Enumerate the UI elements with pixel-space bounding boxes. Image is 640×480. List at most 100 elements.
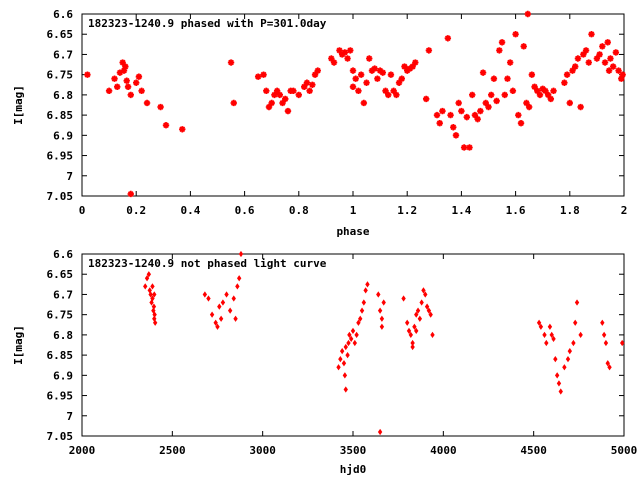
y-tick-label: 6.95: [47, 390, 74, 403]
data-point: [398, 75, 405, 82]
data-point: [447, 111, 454, 119]
data-point: [366, 55, 373, 62]
data-point: [401, 63, 408, 70]
data-point: [599, 43, 606, 50]
data-point: [377, 307, 383, 314]
data-point: [360, 99, 368, 107]
data-point: [477, 107, 484, 115]
data-point: [111, 75, 118, 82]
x-tick-label: 0.6: [235, 204, 255, 217]
data-point: [345, 351, 350, 359]
data-point: [618, 75, 625, 82]
data-point: [482, 99, 489, 107]
data-point: [525, 103, 533, 111]
data-point: [593, 55, 601, 62]
data-point: [218, 315, 224, 322]
y-tick-label: 6.65: [47, 28, 74, 41]
data-point: [150, 283, 155, 290]
data-point: [116, 69, 124, 76]
data-point: [410, 343, 415, 351]
y-tick-label: 6.8: [53, 89, 73, 102]
data-point: [260, 71, 267, 78]
y-tick-label: 6.8: [53, 329, 73, 342]
data-point: [547, 95, 555, 103]
y-axis-label: I[mag]: [12, 325, 25, 365]
data-point: [119, 59, 126, 66]
x-tick-label: 5000: [611, 444, 638, 457]
data-point: [339, 347, 345, 355]
data-point: [401, 295, 406, 302]
data-point: [336, 364, 341, 371]
data-point: [343, 386, 348, 393]
data-point: [120, 67, 128, 74]
data-point: [342, 372, 348, 379]
data-point: [330, 59, 338, 66]
data-point: [450, 124, 457, 131]
data-point: [215, 323, 220, 330]
x-tick-label: 0.2: [126, 204, 146, 217]
data-point: [157, 103, 164, 111]
x-tick-label: 3500: [340, 444, 367, 457]
data-point: [376, 67, 384, 74]
data-point: [501, 91, 508, 99]
data-point: [558, 388, 563, 395]
data-point: [343, 343, 348, 351]
data-point: [290, 87, 297, 95]
data-point: [123, 77, 130, 84]
data-point: [265, 103, 273, 111]
data-point: [565, 356, 571, 363]
y-axis-label: I[mag]: [12, 85, 25, 125]
data-point: [341, 360, 347, 367]
data-point: [605, 360, 610, 367]
x-tick-label: 1.8: [560, 204, 580, 217]
y-tick-label: 6.7: [53, 288, 73, 301]
data-point: [363, 287, 368, 294]
data-point: [619, 71, 626, 78]
plot-frame: [81, 253, 625, 437]
data-point: [150, 295, 155, 302]
data-point: [135, 73, 143, 80]
data-point: [421, 287, 426, 294]
plot-title: 182323-1240.9 phased with P=301.0day: [88, 17, 327, 30]
data-point: [488, 91, 495, 99]
data-point: [395, 79, 403, 86]
data-point: [179, 126, 186, 133]
data-point: [356, 319, 361, 326]
y-tick-label: 6.85: [47, 349, 74, 362]
x-tick-label: 1.2: [397, 204, 417, 217]
data-point: [471, 111, 479, 119]
data-point: [556, 380, 562, 387]
data-point: [341, 49, 349, 56]
data-point: [151, 307, 156, 314]
data-point: [385, 91, 392, 99]
data-point: [506, 59, 514, 66]
data-point: [539, 85, 546, 93]
data-point: [314, 67, 321, 74]
data-point: [301, 83, 308, 90]
data-point: [355, 87, 362, 95]
data-point: [235, 283, 240, 290]
data-point: [572, 63, 579, 70]
data-point: [567, 347, 572, 355]
data-point: [588, 31, 595, 38]
x-tick-label: 3000: [249, 444, 276, 457]
data-point: [408, 331, 413, 339]
data-point: [352, 75, 359, 82]
data-point: [409, 63, 416, 70]
data-point: [273, 87, 281, 95]
data-point: [122, 63, 129, 70]
data-point: [271, 91, 278, 99]
data-point: [328, 55, 335, 62]
x-tick-label: 0.8: [289, 204, 309, 217]
data-point: [615, 67, 622, 74]
data-point: [493, 97, 500, 105]
data-point: [344, 55, 351, 62]
data-point: [162, 122, 170, 129]
data-point: [523, 99, 530, 107]
x-tick-label: 2500: [159, 444, 186, 457]
y-tick-label: 6.9: [53, 129, 73, 142]
plot-frame: [81, 13, 625, 197]
data-point: [600, 319, 605, 326]
data-point: [469, 91, 476, 99]
